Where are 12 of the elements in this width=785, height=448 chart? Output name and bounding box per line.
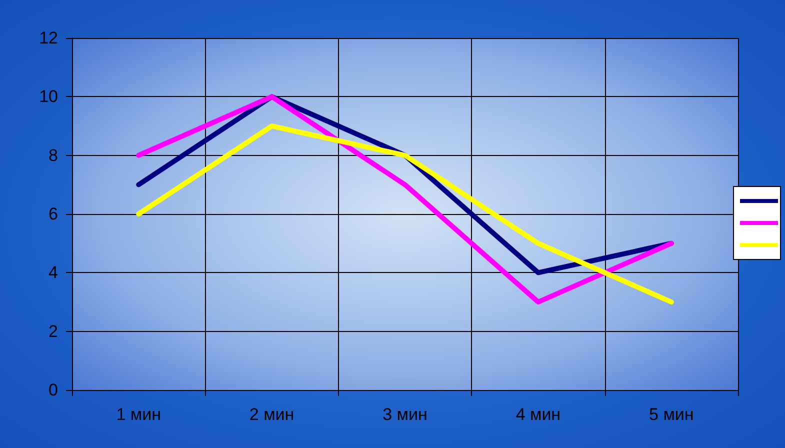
y-tick-label: 8 [48, 146, 58, 165]
x-tick-label: 4 мин [516, 405, 561, 424]
y-tick-label: 2 [48, 322, 58, 341]
y-tick-label: 0 [48, 380, 58, 400]
x-tick-label: 5 мин [649, 405, 694, 424]
x-tick-label: 3 мин [382, 405, 428, 424]
y-tick-label: 4 [48, 263, 58, 282]
y-tick-label: 10 [39, 87, 58, 106]
x-tick-label: 1 мин [116, 405, 161, 424]
y-tick-label: 12 [39, 28, 58, 48]
y-tick-label: 6 [48, 204, 58, 224]
x-tick-label: 2 мин [249, 405, 294, 424]
